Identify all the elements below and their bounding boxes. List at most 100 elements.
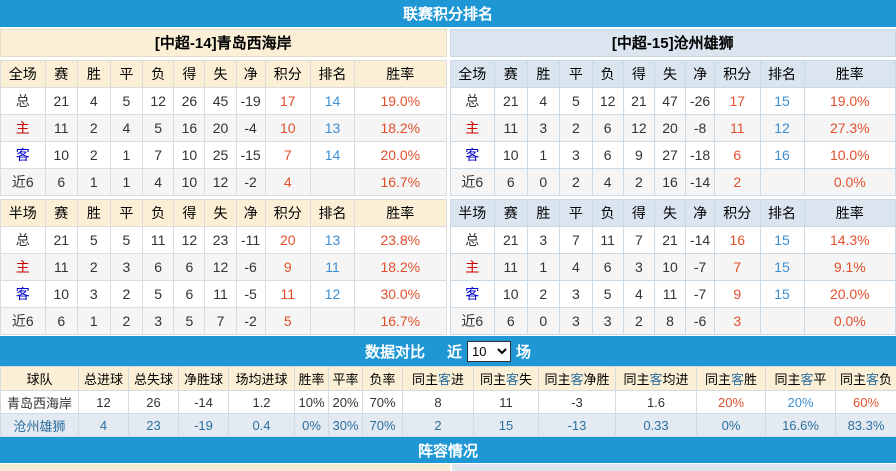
stat-cell: 15 <box>760 254 804 281</box>
compare-cell: 0% <box>697 414 766 437</box>
stat-cell: 9.1% <box>804 254 895 281</box>
compare-column-header: 场均进球 <box>229 367 295 391</box>
column-header: 积分 <box>265 200 310 227</box>
stat-cell: 10.0% <box>804 142 895 169</box>
compare-cell: 1.6 <box>616 391 697 414</box>
recent-games-selector: 近 10 场 <box>447 341 531 362</box>
column-header: 平 <box>560 200 593 227</box>
team-title-left: [中超-14]青岛西海岸 <box>0 29 447 57</box>
stat-cell: 16.7% <box>355 169 446 196</box>
column-header: 胜 <box>527 200 560 227</box>
stat-cell <box>311 308 355 335</box>
stat-cell: 10 <box>174 169 205 196</box>
stat-cell: 4 <box>560 254 593 281</box>
compare-cell: 0.33 <box>616 414 697 437</box>
compare-cell: 30% <box>329 414 363 437</box>
stat-cell: -26 <box>686 88 715 115</box>
lineup-header: 阵容情况 <box>0 437 896 463</box>
column-header: 积分 <box>715 200 760 227</box>
stat-cell: 6 <box>174 254 205 281</box>
data-compare-header: 数据对比 近 10 场 <box>0 336 896 366</box>
stat-cell <box>760 169 804 196</box>
stat-cell: -6 <box>236 254 265 281</box>
compare-cell: 16.6% <box>766 414 836 437</box>
stat-cell: 21 <box>45 88 78 115</box>
column-header: 得 <box>623 200 654 227</box>
stat-cell: 15 <box>760 88 804 115</box>
stat-cell: 3 <box>527 227 560 254</box>
compare-column-header: 平率 <box>329 367 363 391</box>
stat-cell: 6 <box>174 281 205 308</box>
stat-cell: 14 <box>311 88 355 115</box>
stat-cell: 19.0% <box>355 88 446 115</box>
column-header: 得 <box>623 61 654 88</box>
stat-cell: 2 <box>78 115 111 142</box>
compare-cell: 12 <box>79 391 129 414</box>
compare-column-header: 同主客失 <box>474 367 539 391</box>
stat-cell: -14 <box>686 169 715 196</box>
column-header: 胜 <box>78 61 111 88</box>
stat-cell: 1 <box>110 169 143 196</box>
stat-cell: 0 <box>527 308 560 335</box>
compare-column-header: 总失球 <box>129 367 179 391</box>
compare-cell: 15 <box>474 414 539 437</box>
stat-cell: 2 <box>623 169 654 196</box>
team-name-cell: 青岛西海岸 <box>1 391 79 414</box>
stat-cell: 11 <box>45 115 78 142</box>
column-header: 失 <box>654 61 685 88</box>
stat-cell: 5 <box>592 281 623 308</box>
stat-cell <box>311 169 355 196</box>
column-header: 失 <box>654 200 685 227</box>
stat-cell: 16 <box>715 227 760 254</box>
column-header: 得 <box>174 200 205 227</box>
stat-cell: 5 <box>110 227 143 254</box>
stat-cell: 4 <box>623 281 654 308</box>
recent-games-select[interactable]: 10 <box>467 341 511 362</box>
stat-cell: 6 <box>143 254 174 281</box>
stat-cell: 21 <box>495 88 528 115</box>
row-label: 总 <box>450 88 495 115</box>
stat-cell: 11 <box>495 115 528 142</box>
compare-cell: 4 <box>79 414 129 437</box>
stat-cell: 7 <box>560 227 593 254</box>
stat-cell: 12 <box>311 281 355 308</box>
stat-cell: -2 <box>236 169 265 196</box>
stat-cell: 4 <box>143 169 174 196</box>
column-header: 失 <box>205 200 236 227</box>
row-label: 近6 <box>450 169 495 196</box>
stat-cell: 2 <box>110 281 143 308</box>
column-header: 净 <box>236 200 265 227</box>
row-label: 近6 <box>1 169 46 196</box>
stat-cell: 1 <box>110 142 143 169</box>
column-header: 全场 <box>450 61 495 88</box>
column-header: 排名 <box>760 61 804 88</box>
stat-cell: 9 <box>265 254 310 281</box>
stat-cell: 18.2% <box>355 115 446 142</box>
stat-cell: 12 <box>205 169 236 196</box>
row-label: 客 <box>1 281 46 308</box>
stat-cell: 15 <box>760 227 804 254</box>
stat-cell: 1 <box>527 254 560 281</box>
stat-cell: -18 <box>686 142 715 169</box>
stat-cell: 6 <box>592 254 623 281</box>
stat-cell: 3 <box>560 142 593 169</box>
column-header: 净 <box>686 200 715 227</box>
compare-column-header: 同主客胜 <box>697 367 766 391</box>
stat-cell: 12 <box>143 88 174 115</box>
compare-cell: 70% <box>363 391 403 414</box>
compare-column-header: 同主客均进 <box>616 367 697 391</box>
stat-cell: 26 <box>174 88 205 115</box>
stat-cell: 6 <box>715 142 760 169</box>
row-label: 主 <box>1 115 46 142</box>
column-header: 赛 <box>45 61 78 88</box>
stat-cell: 4 <box>527 88 560 115</box>
stat-cell: 10 <box>45 281 78 308</box>
stat-cell: 5 <box>174 308 205 335</box>
stat-cell: 45 <box>205 88 236 115</box>
